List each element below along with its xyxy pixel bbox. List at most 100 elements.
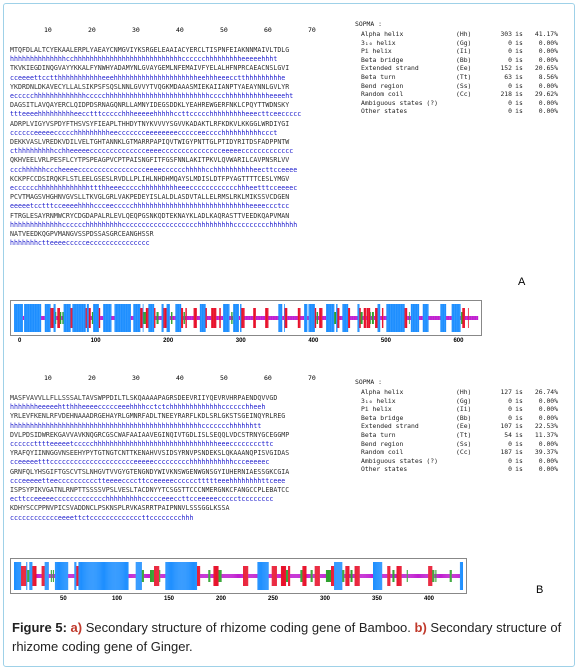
sopma-percent: 41.17% <box>534 30 558 38</box>
structure-line: hhhhhhhctteeeeccccceccccccccccccccc <box>10 239 150 248</box>
ss-bar <box>266 562 268 590</box>
sequence-rows-b: MASFVAVVLLFLLSSSALTAVSWPPDILTLSKQAAAAPAG… <box>10 394 350 523</box>
ss-bar <box>321 574 323 578</box>
ss-bar <box>335 312 337 324</box>
ss-bar <box>319 308 320 328</box>
sopma-percent: 26.74% <box>534 388 558 396</box>
ss-bar <box>450 316 452 320</box>
ss-bar <box>97 304 99 332</box>
ss-bar <box>398 304 400 332</box>
ss-bar <box>310 304 312 332</box>
ss-bar <box>22 316 24 320</box>
ss-bar <box>350 570 352 582</box>
ss-bar <box>196 308 197 328</box>
axis-label: 300 <box>235 338 246 344</box>
ss-bar <box>47 562 49 590</box>
sopma-label: Beta turn <box>361 72 396 81</box>
sopma-count: 218 <box>500 90 512 99</box>
ss-bar <box>146 308 148 328</box>
ss-bar <box>61 316 62 320</box>
ss-bar <box>271 566 273 586</box>
ss-bar <box>91 562 93 590</box>
structure-line: ttteeeehhhhhhhhheecctttccccchhheeeeehhhh… <box>10 110 302 119</box>
ss-bar <box>360 312 362 324</box>
ss-bar <box>295 574 297 578</box>
ss-bar <box>54 304 55 332</box>
ss-bar <box>200 574 202 578</box>
ss-bar <box>47 304 49 332</box>
ss-bar <box>375 308 377 328</box>
ss-bar <box>445 304 447 332</box>
ss-bar <box>86 304 88 332</box>
ss-bar <box>348 308 349 328</box>
ss-bar <box>196 562 198 590</box>
ss-bar <box>302 316 304 320</box>
ss-bar <box>97 562 99 590</box>
ss-bar <box>55 562 57 590</box>
ss-bar <box>227 304 229 332</box>
ss-bar <box>315 308 317 328</box>
ss-bar <box>274 316 276 320</box>
ss-bar <box>390 304 391 332</box>
sopma-line: Pi helix (Ii) 0 is 0.00% <box>355 47 558 56</box>
ss-bar <box>126 562 128 590</box>
ss-bar <box>215 566 217 586</box>
ss-bar <box>386 304 388 332</box>
ss-bar <box>103 304 104 332</box>
ss-bar <box>227 574 229 578</box>
ss-bar <box>244 566 246 586</box>
ss-bar <box>467 316 469 320</box>
ss-bar <box>471 316 472 320</box>
ss-bar <box>473 316 475 320</box>
ss-bar <box>220 316 222 320</box>
ss-bar <box>117 562 119 590</box>
ss-bar <box>299 308 301 328</box>
ss-bar <box>459 562 461 590</box>
ss-bar <box>358 304 360 332</box>
ss-bar <box>148 304 150 332</box>
ss-bar <box>221 316 222 320</box>
sopma-percent: 0.00% <box>538 107 558 116</box>
ss-bar <box>96 304 98 332</box>
ss-bar <box>235 574 237 578</box>
sopma-count: 152 <box>500 64 512 73</box>
ss-bar <box>302 316 303 320</box>
ss-bar <box>435 316 437 320</box>
ss-bar <box>191 316 192 320</box>
ss-bar <box>429 316 430 320</box>
ss-bar <box>475 316 477 320</box>
ss-bar <box>347 566 349 586</box>
ss-bar <box>35 566 37 586</box>
ss-bar <box>233 304 235 332</box>
ss-bar <box>307 316 309 320</box>
ss-bar <box>164 574 166 578</box>
ss-bar <box>275 566 277 586</box>
ss-bar <box>78 304 80 332</box>
ss-bar <box>435 570 437 582</box>
ss-bar <box>149 304 151 332</box>
ss-bar <box>152 304 154 332</box>
ss-bar <box>89 562 91 590</box>
ss-bar <box>268 316 270 320</box>
ss-bar <box>380 562 382 590</box>
ss-bar <box>159 316 161 320</box>
ss-bar <box>162 304 163 332</box>
ss-bar <box>403 304 405 332</box>
sopma-count: 0 <box>508 98 512 107</box>
ss-bar <box>341 316 343 320</box>
ss-bar <box>434 316 436 320</box>
ss-bar <box>378 304 379 332</box>
ss-bar <box>32 304 34 332</box>
ss-bar <box>383 574 385 578</box>
ss-bar <box>398 304 400 332</box>
ss-bar <box>127 304 128 332</box>
ss-bar <box>92 312 94 324</box>
ss-bar <box>304 304 306 332</box>
ss-bar <box>251 316 253 320</box>
ss-bar <box>466 316 467 320</box>
ss-bar <box>43 566 45 586</box>
ss-bar <box>37 304 39 332</box>
sopma-label: Beta bridge <box>361 55 404 64</box>
ss-bar <box>261 562 263 590</box>
ss-bar <box>120 304 122 332</box>
